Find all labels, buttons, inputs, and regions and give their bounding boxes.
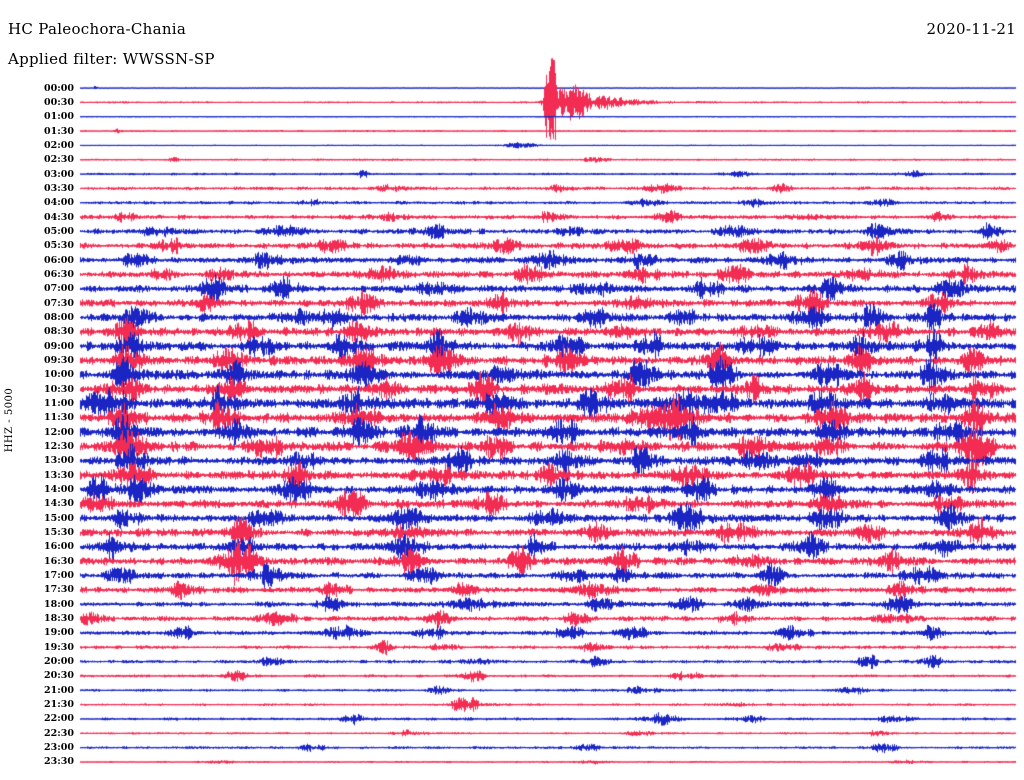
trace-time-label: 19:00 bbox=[44, 627, 74, 639]
trace-time-label: 12:00 bbox=[44, 426, 74, 438]
trace-time-label: 11:30 bbox=[44, 412, 74, 424]
trace-time-label: 06:30 bbox=[44, 268, 74, 280]
trace-time-label: 01:30 bbox=[44, 125, 74, 137]
record-date: 2020-11-21 bbox=[926, 20, 1016, 38]
trace-time-label: 21:00 bbox=[44, 684, 74, 696]
trace-time-label: 02:00 bbox=[44, 139, 74, 151]
trace-time-label: 22:00 bbox=[44, 713, 74, 725]
trace-time-label: 15:00 bbox=[44, 512, 74, 524]
trace-time-label: 14:00 bbox=[44, 484, 74, 496]
trace-time-label: 03:00 bbox=[44, 168, 74, 180]
trace-time-label: 10:30 bbox=[44, 383, 74, 395]
trace-time-label: 00:00 bbox=[44, 82, 74, 94]
trace-time-label: 15:30 bbox=[44, 527, 74, 539]
filter-label: Applied filter: WWSSN-SP bbox=[8, 50, 215, 68]
trace-time-label: 20:30 bbox=[44, 670, 74, 682]
trace-time-label: 19:30 bbox=[44, 641, 74, 653]
trace-time-label: 08:00 bbox=[44, 311, 74, 323]
trace-time-label: 00:30 bbox=[44, 96, 74, 108]
trace-time-label: 22:30 bbox=[44, 727, 74, 739]
trace-time-label: 11:00 bbox=[44, 397, 74, 409]
trace-time-label: 04:30 bbox=[44, 211, 74, 223]
trace-time-label: 02:30 bbox=[44, 154, 74, 166]
trace-time-label: 05:00 bbox=[44, 225, 74, 237]
trace-time-label: 06:00 bbox=[44, 254, 74, 266]
trace-time-label: 07:30 bbox=[44, 297, 74, 309]
trace-time-label: 07:00 bbox=[44, 283, 74, 295]
trace-time-label: 13:00 bbox=[44, 455, 74, 467]
trace-time-label: 08:30 bbox=[44, 326, 74, 338]
trace-time-label: 18:30 bbox=[44, 613, 74, 625]
time-labels-column: 00:00 00:30 01:00 01:30 02:00 02:30 03:00 03:30… bbox=[0, 0, 80, 780]
trace-time-label: 23:00 bbox=[44, 742, 74, 754]
trace-time-label: 16:00 bbox=[44, 541, 74, 553]
trace-time-label: 20:00 bbox=[44, 656, 74, 668]
trace-time-label: 21:30 bbox=[44, 699, 74, 711]
trace-time-label: 09:30 bbox=[44, 354, 74, 366]
trace-time-label: 14:30 bbox=[44, 498, 74, 510]
trace-time-label: 23:30 bbox=[44, 756, 74, 768]
trace-time-label: 10:00 bbox=[44, 369, 74, 381]
trace-time-label: 16:30 bbox=[44, 555, 74, 567]
trace-time-label: 09:00 bbox=[44, 340, 74, 352]
trace-time-label: 01:00 bbox=[44, 111, 74, 123]
trace-time-label: 18:00 bbox=[44, 598, 74, 610]
trace-time-label: 12:30 bbox=[44, 441, 74, 452]
trace-time-label: 13:30 bbox=[44, 469, 74, 481]
trace-time-label: 03:30 bbox=[44, 182, 74, 194]
trace-time-label: 04:00 bbox=[44, 197, 74, 209]
trace-time-label: 17:30 bbox=[44, 584, 74, 596]
trace-time-label: 17:00 bbox=[44, 570, 74, 582]
trace-time-label: 05:30 bbox=[44, 240, 74, 252]
station-title: HC Paleochora-Chania bbox=[8, 20, 187, 38]
